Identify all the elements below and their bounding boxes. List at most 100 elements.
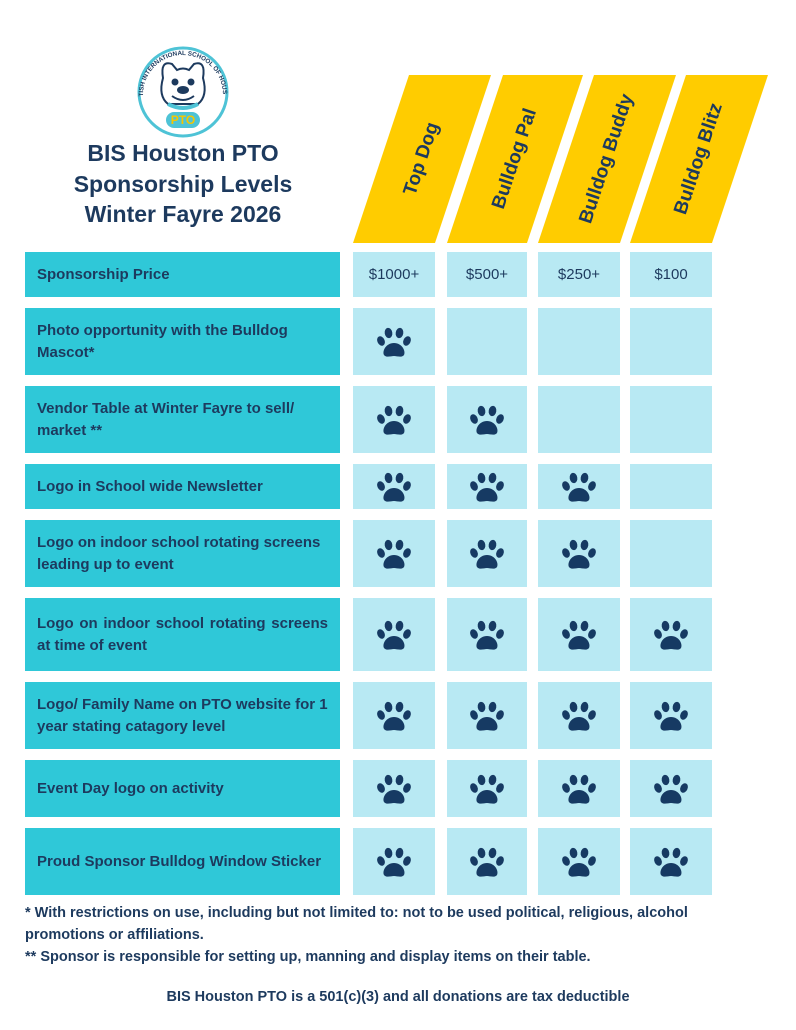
paw-toe <box>477 472 486 483</box>
paw-pad <box>660 862 682 877</box>
paw-pad <box>568 789 590 804</box>
paw-toe <box>470 709 478 720</box>
paw-toe <box>395 472 404 483</box>
paw-toe <box>672 701 681 712</box>
paw-icon <box>562 701 596 731</box>
paw-shape <box>470 774 504 804</box>
title-line: BIS Houston PTO <box>87 140 279 166</box>
table-cell <box>630 828 712 895</box>
paw-toe <box>680 855 688 866</box>
paw-toe <box>661 847 670 858</box>
paw-toe <box>488 701 497 712</box>
paw-toe <box>377 480 385 491</box>
paw-icon <box>562 774 596 804</box>
bulldog-icon <box>160 62 206 110</box>
table-cell <box>447 760 527 817</box>
paw-toe <box>661 701 670 712</box>
paw-toe <box>477 620 486 631</box>
paw-toe <box>562 782 570 793</box>
paw-toe <box>477 405 486 416</box>
paw-toe <box>395 620 404 631</box>
paw-icon <box>377 472 411 502</box>
paw-icon <box>470 774 504 804</box>
column-header <box>538 75 676 243</box>
table-cell <box>630 308 712 375</box>
paw-toe <box>654 782 662 793</box>
table-cell <box>630 520 712 587</box>
paw-toe <box>680 782 688 793</box>
paw-pad <box>476 420 498 435</box>
paw-toe <box>496 413 504 424</box>
table-cell <box>353 386 435 453</box>
paw-toe <box>496 480 504 491</box>
paw-pad <box>383 342 405 357</box>
paw-toe <box>580 539 589 550</box>
row-label: Logo on indoor school rotating screens a… <box>25 598 340 671</box>
paw-toe <box>588 782 596 793</box>
paw-pad <box>476 487 498 502</box>
title-line: Sponsorship Levels <box>73 171 293 197</box>
paw-toe <box>580 620 589 631</box>
logo-badge-text: PTO <box>171 113 195 127</box>
paw-toe <box>477 774 486 785</box>
paw-toe <box>580 774 589 785</box>
paw-icon <box>470 701 504 731</box>
table-cell <box>630 464 712 509</box>
column-header <box>630 75 768 243</box>
paw-pad <box>476 789 498 804</box>
paw-toe <box>588 855 596 866</box>
row-label: Event Day logo on activity <box>25 760 340 817</box>
paw-toe <box>661 774 670 785</box>
paw-pad <box>568 635 590 650</box>
paw-toe <box>488 539 497 550</box>
paw-pad <box>476 554 498 569</box>
paw-icon <box>470 847 504 877</box>
paw-toe <box>654 855 662 866</box>
table-cell <box>630 682 712 749</box>
table-cell <box>538 760 620 817</box>
paw-toe <box>477 847 486 858</box>
paw-toe <box>580 472 589 483</box>
paw-toe <box>672 847 681 858</box>
paw-icon <box>654 701 688 731</box>
paw-pad <box>383 635 405 650</box>
paw-toe <box>395 774 404 785</box>
paw-shape <box>377 539 411 569</box>
paw-toe <box>588 709 596 720</box>
table-cell: $100 <box>630 252 712 297</box>
paw-pad <box>660 716 682 731</box>
paw-toe <box>377 628 385 639</box>
paw-toe <box>395 327 404 338</box>
paw-icon <box>562 539 596 569</box>
paw-pad <box>383 789 405 804</box>
paw-toe <box>384 620 393 631</box>
table-cell <box>353 760 435 817</box>
paw-icon <box>654 774 688 804</box>
paw-icon <box>377 620 411 650</box>
paw-pad <box>383 716 405 731</box>
row-label: Logo/ Family Name on PTO website for 1 y… <box>25 682 340 749</box>
paw-icon <box>654 620 688 650</box>
paw-toe <box>395 701 404 712</box>
paw-toe <box>562 628 570 639</box>
paw-icon <box>562 472 596 502</box>
paw-pad <box>476 862 498 877</box>
paw-toe <box>470 782 478 793</box>
paw-shape <box>377 620 411 650</box>
table-cell <box>353 598 435 671</box>
paw-shape <box>377 327 411 357</box>
table-cell <box>447 828 527 895</box>
table-cell <box>447 386 527 453</box>
paw-toe <box>588 628 596 639</box>
table-cell <box>353 682 435 749</box>
paw-toe <box>569 774 578 785</box>
paw-toe <box>654 709 662 720</box>
paw-shape <box>377 405 411 435</box>
paw-toe <box>661 620 670 631</box>
column-header <box>353 75 491 243</box>
paw-toe <box>588 480 596 491</box>
paw-toe <box>470 480 478 491</box>
paw-toe <box>384 847 393 858</box>
paw-icon <box>470 620 504 650</box>
